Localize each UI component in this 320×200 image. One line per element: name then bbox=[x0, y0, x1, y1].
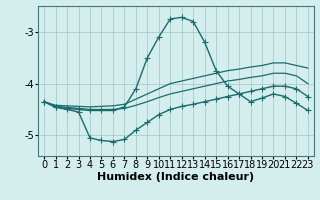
X-axis label: Humidex (Indice chaleur): Humidex (Indice chaleur) bbox=[97, 172, 255, 182]
